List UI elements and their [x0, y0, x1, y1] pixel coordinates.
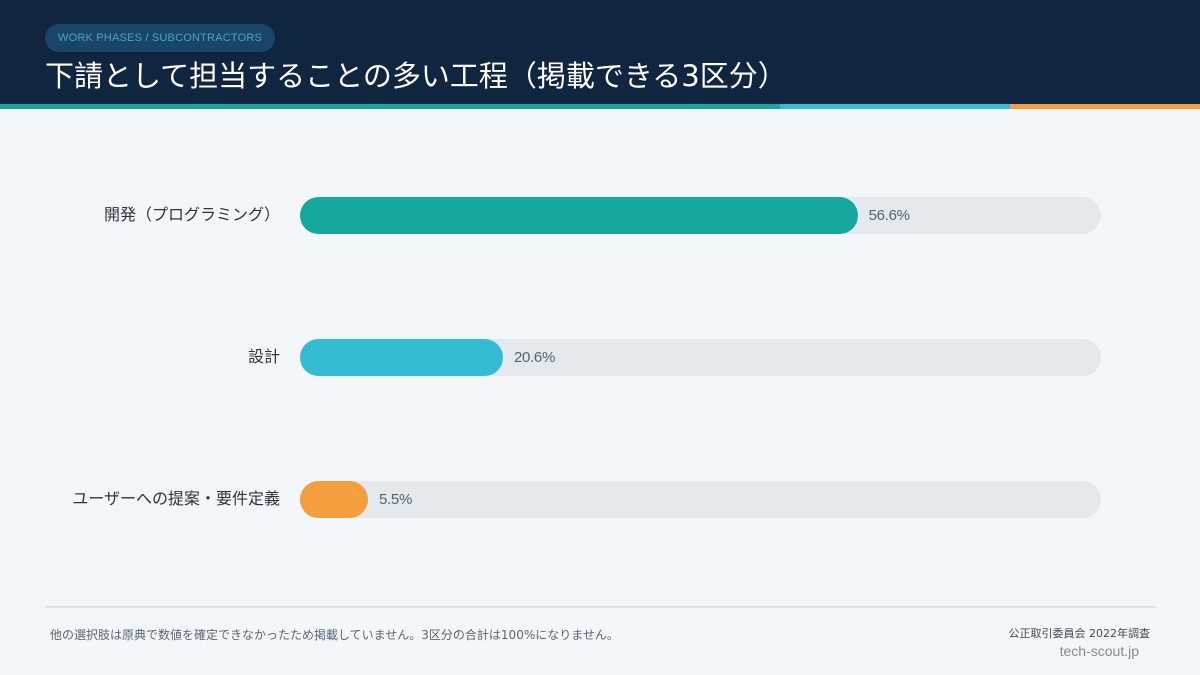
accent-stripe-cyan [780, 104, 1010, 109]
category-label: 設計 [247, 347, 280, 366]
category-label: ユーザーへの提案・要件定義 [72, 489, 280, 508]
bar [300, 480, 368, 518]
page-title: 下請として担当することの多い工程（掲載できる3区分） [45, 59, 787, 93]
accent-stripe-teal [0, 104, 780, 109]
value-label: 20.6% [513, 348, 555, 366]
header: WORK PHASES / SUBCONTRACTORS 下請として担当すること… [0, 0, 1200, 104]
site-link[interactable]: tech-scout.jp [1059, 643, 1139, 659]
category-label: 開発（プログラミング） [103, 205, 280, 224]
accent-stripe-orange [1010, 104, 1200, 109]
bar [300, 338, 503, 376]
bar [300, 196, 858, 234]
footer-divider [45, 606, 1156, 608]
bar-chart: 開発（プログラミング） 56.6% 設計 20.6% ユーザーへの提案・要件定義 5.5% [0, 109, 1200, 599]
source-credit: 公正取引委員会 2022年調査 [1008, 627, 1151, 640]
value-label: 56.6% [868, 206, 910, 224]
footnote: 他の選択肢は原典で数値を確定できなかったため掲載していません。3区分の合計は10… [50, 628, 619, 642]
value-label: 5.5% [379, 490, 412, 508]
bar-track [300, 480, 1101, 518]
eyebrow-badge: WORK PHASES / SUBCONTRACTORS [45, 24, 276, 52]
